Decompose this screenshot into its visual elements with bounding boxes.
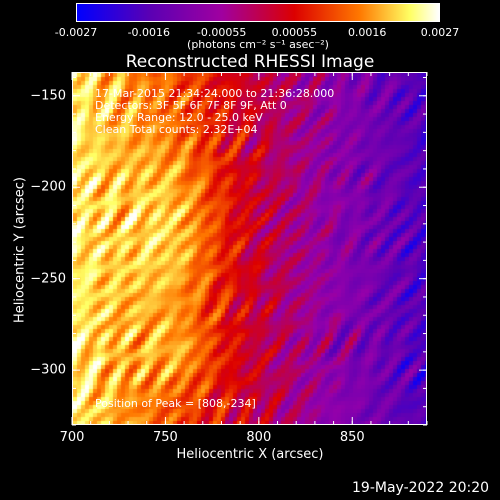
x-tick-label: 750 bbox=[152, 430, 178, 445]
plot-frame bbox=[72, 72, 427, 425]
y-tick-label: −200 bbox=[30, 179, 66, 195]
timestamp: 19-May-2022 20:20 bbox=[352, 480, 490, 496]
x-tick-label: 800 bbox=[246, 430, 272, 445]
colorbar-units: (photons cm⁻² s⁻¹ asec⁻²) bbox=[187, 38, 329, 51]
x-tick-label: 700 bbox=[59, 430, 85, 445]
colorbar-tick-label: 0.0016 bbox=[347, 26, 387, 39]
x-axis-label: Heliocentric X (arcsec) bbox=[176, 447, 324, 462]
y-tick-label: −250 bbox=[30, 271, 66, 287]
colorbar-tick-label: -0.00055 bbox=[196, 26, 247, 39]
chart-title: Reconstructed RHESSI Image bbox=[125, 52, 375, 72]
y-tick-label: −150 bbox=[30, 88, 66, 104]
heatmap-image bbox=[73, 73, 426, 424]
annotation-peak-position: Position of Peak = [808,-234] bbox=[95, 397, 256, 410]
annotation-energy-range: Energy Range: 12.0 - 25.0 keV bbox=[95, 111, 263, 124]
y-tick-label: −300 bbox=[30, 362, 66, 378]
y-axis-label: Heliocentric Y (arcsec) bbox=[12, 177, 28, 323]
colorbar-tick-label: -0.0016 bbox=[127, 26, 171, 39]
colorbar bbox=[76, 3, 440, 22]
annotation-total-counts: Clean Total counts: 2.32E+04 bbox=[95, 123, 258, 136]
colorbar-tick-label: -0.0027 bbox=[54, 26, 98, 39]
colorbar-tick-label: 0.0027 bbox=[420, 26, 460, 39]
x-tick-label: 850 bbox=[339, 430, 365, 445]
annotation-time-range: 17-Mar-2015 21:34:24.000 to 21:36:28.000 bbox=[95, 87, 335, 100]
annotation-detectors: Detectors: 3F 5F 6F 7F 8F 9F, Att 0 bbox=[95, 99, 287, 112]
colorbar-tick-label: 0.00055 bbox=[271, 26, 318, 39]
